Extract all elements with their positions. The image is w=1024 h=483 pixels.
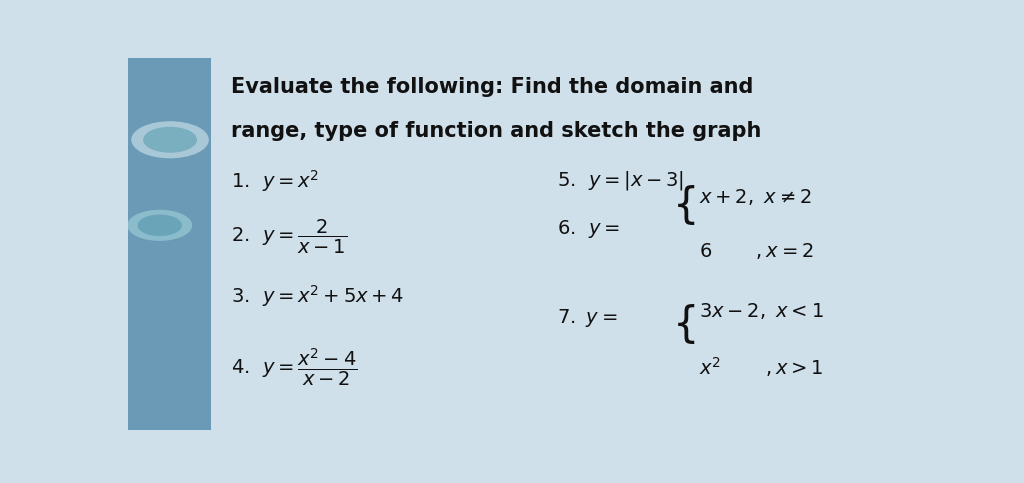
Text: $\{$: $\{$ [672, 183, 695, 227]
Circle shape [138, 215, 181, 235]
FancyBboxPatch shape [128, 58, 211, 430]
Circle shape [128, 211, 191, 240]
Text: $7.\ y = $: $7.\ y = $ [557, 307, 617, 329]
Text: 3.  $y = x^2 + 5x + 4$: 3. $y = x^2 + 5x + 4$ [231, 283, 404, 309]
Text: $x + 2,\ x \neq 2$: $x + 2,\ x \neq 2$ [699, 187, 812, 207]
Text: Evaluate the following: Find the domain and: Evaluate the following: Find the domain … [231, 76, 754, 97]
Text: $6 \qquad\ ,x = 2$: $6 \qquad\ ,x = 2$ [699, 242, 814, 261]
Text: 4.  $y = \dfrac{x^2-4}{x-2}$: 4. $y = \dfrac{x^2-4}{x-2}$ [231, 346, 357, 388]
Text: 5.  $y = |x - 3|$: 5. $y = |x - 3|$ [557, 169, 684, 192]
Circle shape [143, 128, 197, 152]
Text: $3x - 2,\ x < 1$: $3x - 2,\ x < 1$ [699, 301, 824, 321]
Text: 1.  $y = x^2$: 1. $y = x^2$ [231, 168, 319, 194]
Text: $x^2 \qquad\ ,x > 1$: $x^2 \qquad\ ,x > 1$ [699, 355, 824, 379]
Text: 6.  $y = $: 6. $y = $ [557, 218, 620, 240]
Circle shape [132, 122, 208, 157]
Text: range, type of function and sketch the graph: range, type of function and sketch the g… [231, 121, 762, 141]
Text: 2.  $y = \dfrac{2}{x-1}$: 2. $y = \dfrac{2}{x-1}$ [231, 217, 347, 256]
Text: $\{$: $\{$ [672, 302, 695, 346]
